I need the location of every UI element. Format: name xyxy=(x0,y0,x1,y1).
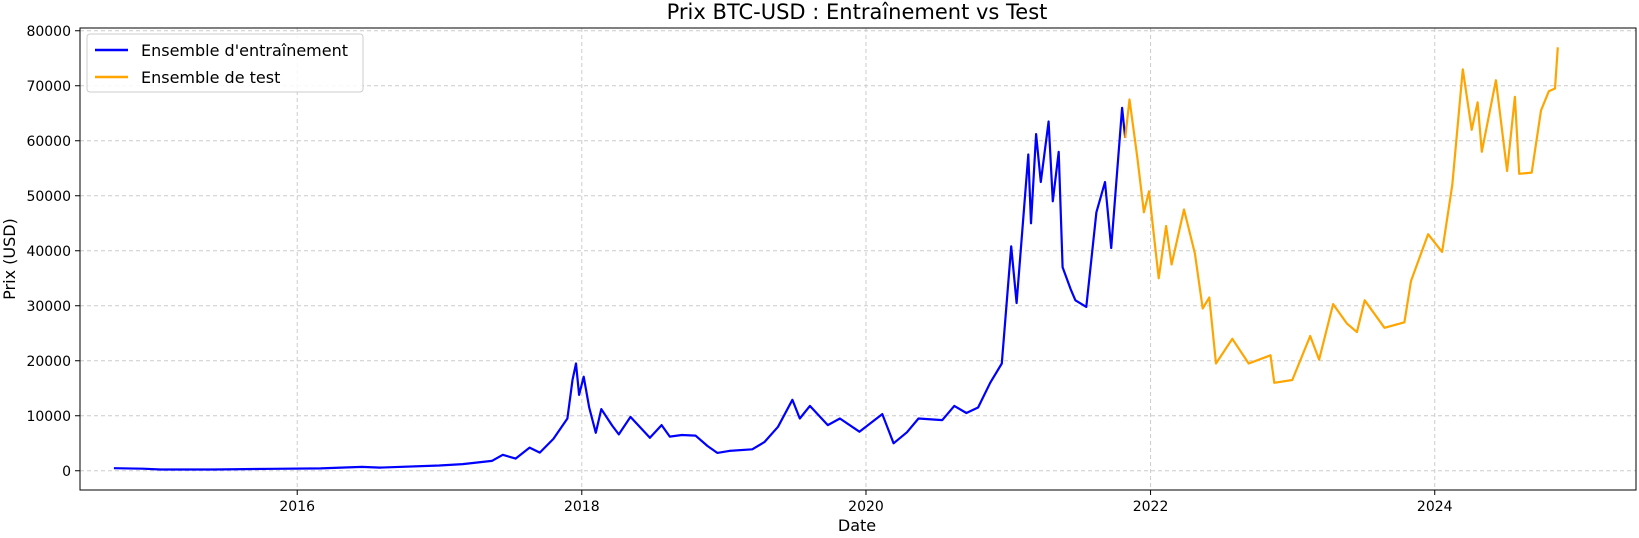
x-tick-label: 2020 xyxy=(848,499,884,515)
y-tick-label: 10000 xyxy=(26,409,71,425)
grid xyxy=(80,28,1636,490)
y-tick-label: 70000 xyxy=(26,79,71,95)
y-tick-label: 50000 xyxy=(26,189,71,205)
chart-title: Prix BTC-USD : Entraînement vs Test xyxy=(667,0,1048,24)
y-tick-label: 40000 xyxy=(26,244,71,260)
legend-box xyxy=(86,33,364,93)
legend-label-test: Ensemble de test xyxy=(141,68,280,87)
y-tick-label: 0 xyxy=(62,464,71,480)
legend: Ensemble d'entraînement Ensemble de test xyxy=(86,33,364,93)
y-tick-label: 60000 xyxy=(26,134,71,150)
series-layer xyxy=(113,47,1559,471)
y-tick-label: 80000 xyxy=(26,24,71,40)
legend-label-training: Ensemble d'entraînement xyxy=(141,41,348,60)
x-axis-ticks: 2016 2018 2020 2022 2024 xyxy=(279,490,1453,515)
x-tick-label: 2022 xyxy=(1133,499,1169,515)
y-tick-label: 20000 xyxy=(26,354,71,370)
x-tick-label: 2024 xyxy=(1417,499,1453,515)
x-tick-label: 2016 xyxy=(279,499,315,515)
series-line-test xyxy=(1124,47,1559,384)
y-axis-ticks: 0 10000 20000 30000 40000 50000 60000 70000 8000… xyxy=(26,24,80,480)
x-tick-label: 2018 xyxy=(564,499,600,515)
y-axis-title: Prix (USD) xyxy=(0,218,19,300)
x-axis-title: Date xyxy=(838,516,876,535)
y-tick-label: 30000 xyxy=(26,299,71,315)
series-line-training xyxy=(113,106,1127,471)
plot-frame xyxy=(79,27,1637,491)
